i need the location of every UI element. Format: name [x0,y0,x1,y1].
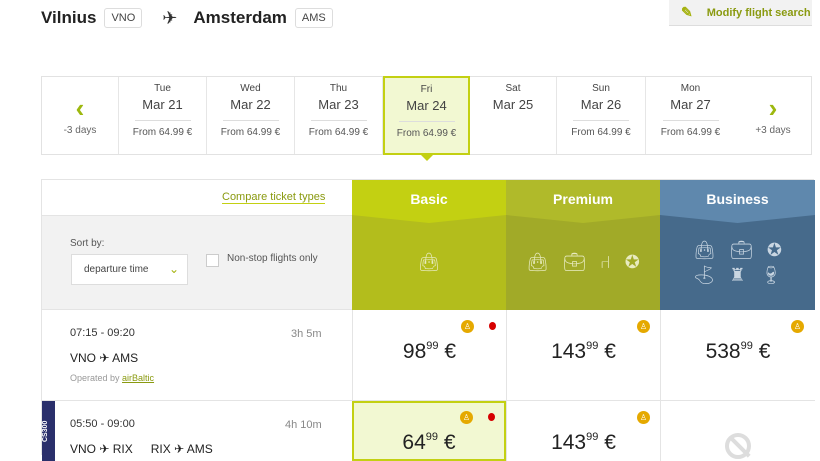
price-business[interactable]: ♙ 53899 € [660,310,815,400]
flight-duration: 4h 10m [285,419,322,431]
operator-link[interactable]: airBaltic [122,373,155,383]
nonstop-checkbox[interactable] [206,254,219,267]
day-of-week: Wed [240,83,261,94]
seat-selection-icon: ♙ [460,411,473,424]
day-of-week: Mon [680,83,701,94]
date-selector: ‹ -3 days Tue Mar 21 From 64.99 € Wed Mar 22 F… [41,76,812,161]
unavailable-icon [725,433,751,459]
seat-selection-icon: ♙ [791,320,804,333]
date-option[interactable]: Sun Mar 26 From 64.99 € [557,77,646,154]
chevron-right-icon: › [768,93,778,123]
flight-row[interactable]: CS300 05:50 - 09:00 4h 10m VNO ✈ RIX RIX … [42,401,815,461]
flight-leg: VNO ✈ RIX [70,442,133,456]
sort-select[interactable]: departure time ⌄ [71,254,188,285]
price-premium[interactable]: ♙ 14399 € [506,310,660,400]
destination-code: AMS [294,8,333,28]
fare-basic: Basic 👜︎ [352,180,506,310]
modify-label: Modify flight search [706,6,811,19]
price-premium[interactable]: ♙ 14399 € [506,401,660,461]
day-of-week: Sat [505,83,521,94]
date: Mar 25 [492,97,534,112]
bag-icon: 👜︎ [526,252,550,272]
lounge-chair-icon: ♜ [729,264,746,285]
seat-selection-icon: ♙ [461,320,474,333]
suitcase-icon: 💼︎ [729,239,753,260]
fare-table: Compare ticket types Sort by: departure … [41,179,815,461]
filter-panel: Sort by: departure time ⌄ Non-stop flight… [42,215,352,310]
flight-time: 05:50 - 09:00 [70,418,135,430]
date-option[interactable]: Fri Mar 24 From 64.99 € [383,76,470,161]
price-basic[interactable]: ♙ 9899 € [352,310,506,400]
compare-ticket-types-link[interactable]: Compare ticket types [222,191,326,204]
bag-icon: 👜︎ [417,252,441,272]
operated-by: Operated by airBaltic [70,373,155,383]
flight-time: 07:15 - 09:20 [70,327,135,339]
flight-duration: 3h 5m [291,328,322,340]
date-option[interactable]: Sat Mar 25 [470,77,557,154]
origin-city: Vilnius [41,8,97,27]
date: Mar 26 [580,97,622,112]
price-basic-selected[interactable]: ♙ 6499 € [352,401,506,461]
chevron-left-icon: ‹ [75,93,85,123]
plane-icon: ✈ [162,7,178,28]
edit-icon: ✎ [681,4,693,20]
sort-value: departure time [84,264,149,275]
date: Mar 23 [318,97,359,112]
star-icon: ✪ [766,239,782,260]
from-price: From 64.99 € [396,128,457,139]
next-days-button[interactable]: › +3 days [735,77,811,154]
star-icon: ✪ [624,252,640,272]
golf-bag-icon: ⛳︎ [692,264,716,285]
date-option[interactable]: Wed Mar 22 From 64.99 € [207,77,295,154]
sort-label: Sort by: [70,238,105,249]
date: Mar 24 [406,98,447,113]
prev-days-label: -3 days [63,125,97,136]
from-price: From 64.99 € [571,127,631,138]
from-price: From 64.99 € [132,127,193,138]
day-of-week: Tue [154,83,171,94]
day-of-week: Sun [592,83,610,94]
fare-premium: Premium 👜︎ 💼︎ ⑁ ✪ [506,180,660,310]
from-price: From 64.99 € [660,127,721,138]
flight-leg: VNO ✈ AMS [70,351,139,365]
bag-icon: 👜︎ [693,239,716,260]
price-business-unavailable [660,401,815,461]
next-days-label: +3 days [755,125,791,136]
fare-name-premium: Premium [506,180,660,215]
aircraft-tag: CS300 [42,401,55,461]
date-option[interactable]: Tue Mar 21 From 64.99 € [119,77,207,154]
cherry-icon [488,413,495,421]
meal-icon: 🍷︎ [759,264,783,285]
flight-leg: RIX ✈ AMS [150,442,213,456]
seat-selection-icon: ♙ [637,320,650,333]
destination-city: Amsterdam [193,8,287,27]
modify-search-button[interactable]: ✎ Modify flight search [669,0,812,26]
fare-name-business: Business [660,180,815,215]
fare-name-basic: Basic [352,180,506,215]
date-option[interactable]: Thu Mar 23 From 64.99 € [295,77,383,154]
date-option[interactable]: Mon Mar 27 From 64.99 € [646,77,735,154]
from-price: From 64.99 € [220,127,281,138]
route-header: Vilnius VNO ✈ Amsterdam AMS [41,6,353,30]
date: Mar 21 [142,97,183,112]
chevron-down-icon: ⌄ [168,262,179,276]
seat-icon: ⑁ [599,252,611,272]
date: Mar 22 [230,97,271,112]
day-of-week: Fri [420,84,433,95]
origin-code: VNO [104,8,143,28]
prev-days-button[interactable]: ‹ -3 days [42,77,119,154]
nonstop-label: Non-stop flights only [227,253,318,264]
day-of-week: Thu [329,83,348,94]
seat-selection-icon: ♙ [637,411,650,424]
suitcase-icon: 💼︎ [563,252,586,272]
from-price: From 64.99 € [308,127,369,138]
cherry-icon [489,322,496,330]
flight-row[interactable]: 07:15 - 09:20 3h 5m VNO ✈ AMS Operated b… [42,310,815,401]
fare-business: Business 👜︎ 💼︎ ✪ ⛳︎ ♜ 🍷︎ [660,180,815,310]
date: Mar 27 [670,97,711,112]
